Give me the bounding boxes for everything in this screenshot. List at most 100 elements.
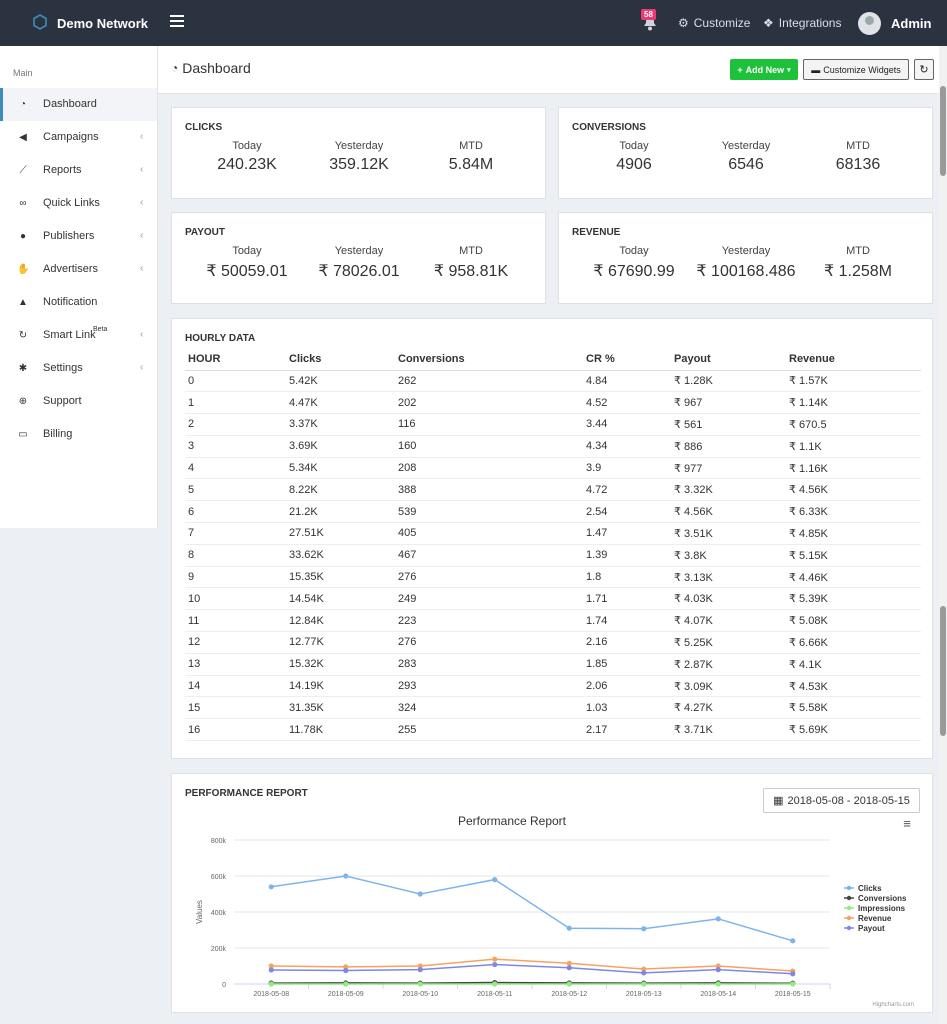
sidebar-item-smart-link[interactable]: ↻ Smart Link Beta ‹ xyxy=(0,319,157,352)
date-range-picker[interactable]: ▦ 2018-05-08 - 2018-05-15 xyxy=(763,788,920,813)
table-cell: 116 xyxy=(395,413,583,436)
sidebar-item-support[interactable]: ⊕ Support xyxy=(0,385,157,418)
sidebar-item-label: Publishers xyxy=(43,230,95,242)
column-header[interactable]: Revenue xyxy=(786,348,921,371)
legend-item[interactable]: Payout xyxy=(858,924,885,933)
table-cell: ₹ 3.8K xyxy=(671,544,786,567)
table-cell: 2.54 xyxy=(583,500,671,524)
bell-icon: ▲ xyxy=(18,297,28,308)
sidebar-item-advertisers[interactable]: ✋ Advertisers ‹ xyxy=(0,253,157,286)
top-navbar: Demo Network 58 ⚙ Customize ❖ Integratio… xyxy=(0,0,947,46)
sidebar-item-dashboard[interactable]: ◔ Dashboard xyxy=(0,88,157,121)
sidebar-item-quick-links[interactable]: ∞ Quick Links ‹ xyxy=(0,187,157,220)
chevron-left-icon: ‹ xyxy=(140,197,144,208)
table-cell: 12 xyxy=(185,631,286,654)
scrollbar[interactable] xyxy=(939,46,947,1024)
user-avatar[interactable] xyxy=(858,12,881,35)
add-new-button[interactable]: + Add New ▾ xyxy=(730,59,798,80)
x-tick-label: 2018-05-09 xyxy=(328,991,364,998)
sidebar-item-label: Reports xyxy=(43,164,82,176)
payout-card: PAYOUT Today ₹ 50059.01 Yesterday ₹ 78026.… xyxy=(171,212,546,304)
table-cell: 15.35K xyxy=(286,566,395,589)
stat-value: ₹ 78026.01 xyxy=(318,263,400,280)
legend-item[interactable]: Impressions xyxy=(858,904,906,913)
cubes-icon: ❖ xyxy=(763,16,774,30)
brand[interactable]: Demo Network xyxy=(0,0,158,46)
table-cell: 3.69K xyxy=(286,435,395,458)
refresh-button[interactable]: ↻ xyxy=(914,59,934,80)
table-cell: 388 xyxy=(395,478,583,502)
stat-label: Today xyxy=(232,245,262,257)
legend-item[interactable]: Revenue xyxy=(858,914,892,923)
page-title-text: Dashboard xyxy=(182,60,251,76)
table-cell: 15 xyxy=(185,696,286,720)
column-header[interactable]: CR % xyxy=(583,348,671,371)
table-cell: 1.03 xyxy=(583,696,671,720)
table-cell: 33.62K xyxy=(286,544,395,567)
sidebar-item-notification[interactable]: ▲ Notification xyxy=(0,286,157,319)
table-cell: 5.34K xyxy=(286,457,395,480)
table-cell: ₹ 4.1K xyxy=(786,653,921,676)
sidebar-nav: ◔ Dashboard ◀ Campaigns ‹ ⟋ Reports ‹ ∞ Quick Lin… xyxy=(0,88,157,451)
x-tick-label: 2018-05-08 xyxy=(253,991,289,998)
chart-menu-icon[interactable]: ≡ xyxy=(903,816,911,831)
data-point-clicks xyxy=(566,925,572,931)
table-cell: 255 xyxy=(395,718,583,742)
sidebar-item-reports[interactable]: ⟋ Reports ‹ xyxy=(0,154,157,187)
stat-label: Yesterday xyxy=(721,140,771,152)
legend-marker xyxy=(846,905,852,911)
column-header[interactable]: Clicks xyxy=(286,348,395,371)
data-point-payout xyxy=(790,971,796,977)
gear-icon: ✱ xyxy=(18,363,28,374)
menu-toggle-icon[interactable] xyxy=(170,15,184,29)
data-point-revenue xyxy=(268,963,274,969)
link-icon: ∞ xyxy=(19,198,27,209)
table-cell: 14 xyxy=(185,675,286,698)
column-header[interactable]: Payout xyxy=(671,348,786,371)
sidebar-item-billing[interactable]: ▭ Billing xyxy=(0,418,157,451)
page-title: ◔ Dashboard xyxy=(171,60,251,76)
scrollbar-thumb[interactable] xyxy=(940,86,946,176)
table-cell: 1 xyxy=(185,391,286,415)
series-line-conversions xyxy=(271,981,793,985)
legend-item[interactable]: Conversions xyxy=(858,894,907,903)
sidebar-item-publishers[interactable]: ● Publishers ‹ xyxy=(0,220,157,253)
column-header[interactable]: HOUR xyxy=(185,348,286,371)
table-cell: ₹ 2.87K xyxy=(671,653,786,676)
data-point-revenue xyxy=(343,964,349,970)
table-row: 14 14.19K 293 2.06 ₹ 3.09K ₹ 4.53K xyxy=(185,675,921,698)
sidebar-item-settings[interactable]: ✱ Settings ‹ xyxy=(0,352,157,385)
table-cell: 405 xyxy=(395,522,583,545)
legend-item[interactable]: Clicks xyxy=(858,884,882,893)
table-cell: 208 xyxy=(395,457,583,480)
column-header[interactable]: Conversions xyxy=(395,348,583,371)
legend-marker xyxy=(846,915,852,921)
performance-chart: Performance Report ≡ 0 200k 400k 600k 800k Valu… xyxy=(195,814,914,1008)
chart-title: Performance Report xyxy=(458,814,567,828)
chevron-left-icon: ‹ xyxy=(140,164,144,175)
customize-link[interactable]: ⚙ Customize xyxy=(678,16,750,30)
sidebar-item-campaigns[interactable]: ◀ Campaigns ‹ xyxy=(0,121,157,154)
y-tick-label: 200k xyxy=(211,946,227,953)
table-row: 5 8.22K 388 4.72 ₹ 3.32K ₹ 4.56K xyxy=(185,478,921,502)
customize-widgets-button[interactable]: ▬ Customize Widgets xyxy=(803,59,909,80)
stat-label: MTD xyxy=(846,245,870,257)
card-title: REVENUE xyxy=(572,227,621,238)
conversions-mtd: MTD 68136 xyxy=(803,140,913,174)
table-cell: ₹ 4.03K xyxy=(671,587,786,611)
scrollbar-thumb[interactable] xyxy=(940,606,946,736)
table-cell: 1.8 xyxy=(583,566,671,589)
revenue-today: Today ₹ 67690.99 xyxy=(579,245,689,281)
stat-label: Yesterday xyxy=(721,245,771,257)
table-cell: 160 xyxy=(395,435,583,458)
table-cell: 2.16 xyxy=(583,631,671,654)
sidebar-item-label: Quick Links xyxy=(43,197,100,209)
hexagon-logo-icon xyxy=(33,14,47,30)
table-row: 6 21.2K 539 2.54 ₹ 4.56K ₹ 6.33K xyxy=(185,500,921,524)
table-row: 1 4.47K 202 4.52 ₹ 967 ₹ 1.14K xyxy=(185,391,921,415)
user-name[interactable]: Admin xyxy=(891,16,932,31)
table-cell: ₹ 4.46K xyxy=(786,566,921,589)
integrations-link[interactable]: ❖ Integrations xyxy=(763,16,841,30)
table-cell: ₹ 967 xyxy=(671,391,786,415)
card-title: HOURLY DATA xyxy=(185,333,256,344)
